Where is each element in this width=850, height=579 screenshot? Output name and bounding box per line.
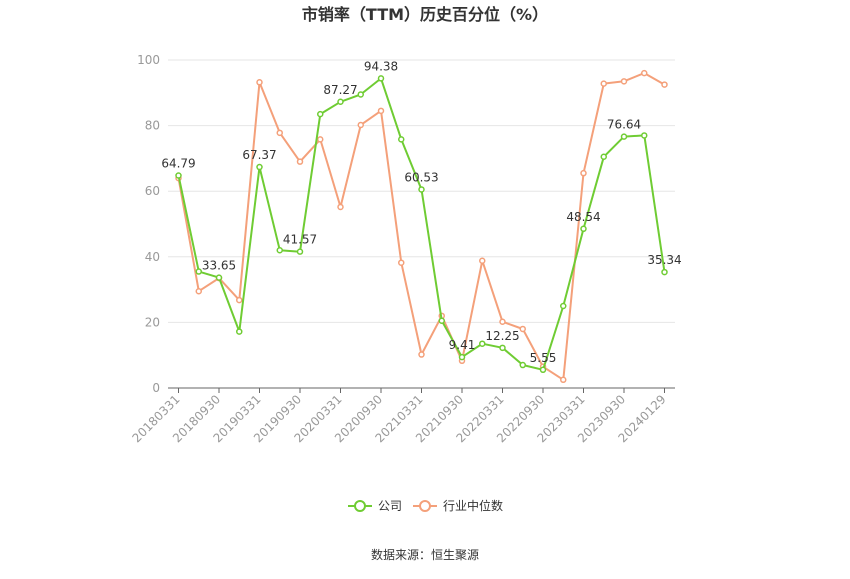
data-label: 35.34	[647, 253, 681, 267]
legend-label: 行业中位数	[443, 498, 503, 513]
series-layer	[175, 69, 668, 384]
data-label: 87.27	[323, 83, 357, 97]
y-tick-label: 40	[145, 250, 160, 264]
data-point[interactable]	[620, 78, 628, 85]
y-tick-label: 80	[145, 119, 160, 133]
data-point[interactable]	[317, 110, 324, 118]
data-label: 67.37	[242, 148, 276, 162]
data-point[interactable]	[620, 133, 628, 140]
data-point[interactable]	[256, 163, 263, 171]
data-point[interactable]	[438, 317, 445, 325]
data-point[interactable]	[195, 268, 202, 275]
data-label: 12.25	[485, 329, 519, 343]
data-point[interactable]	[418, 351, 425, 358]
data-point[interactable]	[195, 287, 202, 295]
data-point[interactable]	[499, 318, 506, 325]
data-label: 60.53	[404, 170, 438, 184]
legend-marker-icon	[419, 500, 431, 512]
y-axis: 0 20 40 60 80 100	[137, 53, 160, 395]
data-label: 64.79	[161, 156, 195, 170]
data-point[interactable]	[236, 296, 243, 304]
data-point[interactable]	[175, 172, 182, 179]
y-tick-label: 60	[145, 184, 160, 198]
data-point[interactable]	[519, 361, 526, 369]
data-label: 33.65	[202, 259, 236, 273]
data-point[interactable]	[276, 129, 283, 137]
data-point[interactable]	[337, 98, 344, 106]
data-point[interactable]	[317, 136, 324, 143]
data-point[interactable]	[600, 80, 607, 87]
data-point[interactable]	[398, 259, 405, 266]
legend-marker-icon	[354, 500, 366, 512]
data-point[interactable]	[600, 153, 607, 161]
data-point[interactable]	[560, 376, 567, 384]
series-company	[175, 75, 668, 374]
data-point[interactable]	[357, 121, 364, 129]
data-label: 76.64	[607, 118, 641, 132]
data-label: 94.38	[364, 59, 398, 73]
data-label: 9.41	[449, 338, 476, 352]
legend-item-company[interactable]: 公司	[348, 499, 402, 513]
data-point[interactable]	[499, 344, 506, 352]
x-axis: 2018033120180930201903312019093020200331…	[130, 387, 675, 445]
y-tick-label: 100	[137, 53, 160, 67]
data-point[interactable]	[641, 132, 648, 139]
data-point[interactable]	[236, 328, 243, 335]
legend: 公司 行业中位数	[348, 498, 503, 513]
data-label: 41.57	[283, 233, 317, 247]
series-industry-median	[175, 69, 668, 384]
chart-title: 市销率（TTM）历史百分位（%）	[302, 5, 548, 24]
data-point[interactable]	[479, 340, 486, 347]
data-point[interactable]	[519, 325, 526, 333]
data-point[interactable]	[398, 136, 405, 143]
data-point[interactable]	[479, 257, 486, 264]
data-point[interactable]	[560, 302, 567, 310]
data-point[interactable]	[357, 91, 364, 98]
y-tick-label: 20	[145, 315, 160, 329]
data-point[interactable]	[377, 75, 385, 82]
data-point[interactable]	[580, 225, 587, 233]
data-point[interactable]	[661, 268, 668, 276]
data-point[interactable]	[661, 81, 668, 88]
y-tick-label: 0	[152, 381, 160, 395]
data-point[interactable]	[580, 169, 587, 177]
data-labels: 64.79 33.65 67.37 41.57 87.27 94.38 60.53 9.41 1…	[161, 59, 681, 364]
data-point[interactable]	[296, 158, 304, 165]
data-point[interactable]	[276, 246, 283, 254]
data-point[interactable]	[641, 69, 648, 77]
series-line	[177, 77, 666, 371]
data-point[interactable]	[458, 353, 466, 361]
data-point[interactable]	[296, 248, 304, 255]
legend-label: 公司	[378, 499, 402, 513]
data-point[interactable]	[377, 107, 385, 115]
source-note: 数据来源：恒生聚源	[371, 547, 479, 562]
data-point[interactable]	[215, 274, 223, 281]
data-point[interactable]	[418, 186, 425, 193]
data-label: 5.55	[530, 351, 557, 365]
data-point[interactable]	[256, 79, 263, 86]
legend-item-industry-median[interactable]: 行业中位数	[413, 498, 503, 513]
data-label: 48.54	[566, 210, 600, 224]
data-point[interactable]	[539, 366, 547, 374]
data-point[interactable]	[337, 203, 344, 211]
